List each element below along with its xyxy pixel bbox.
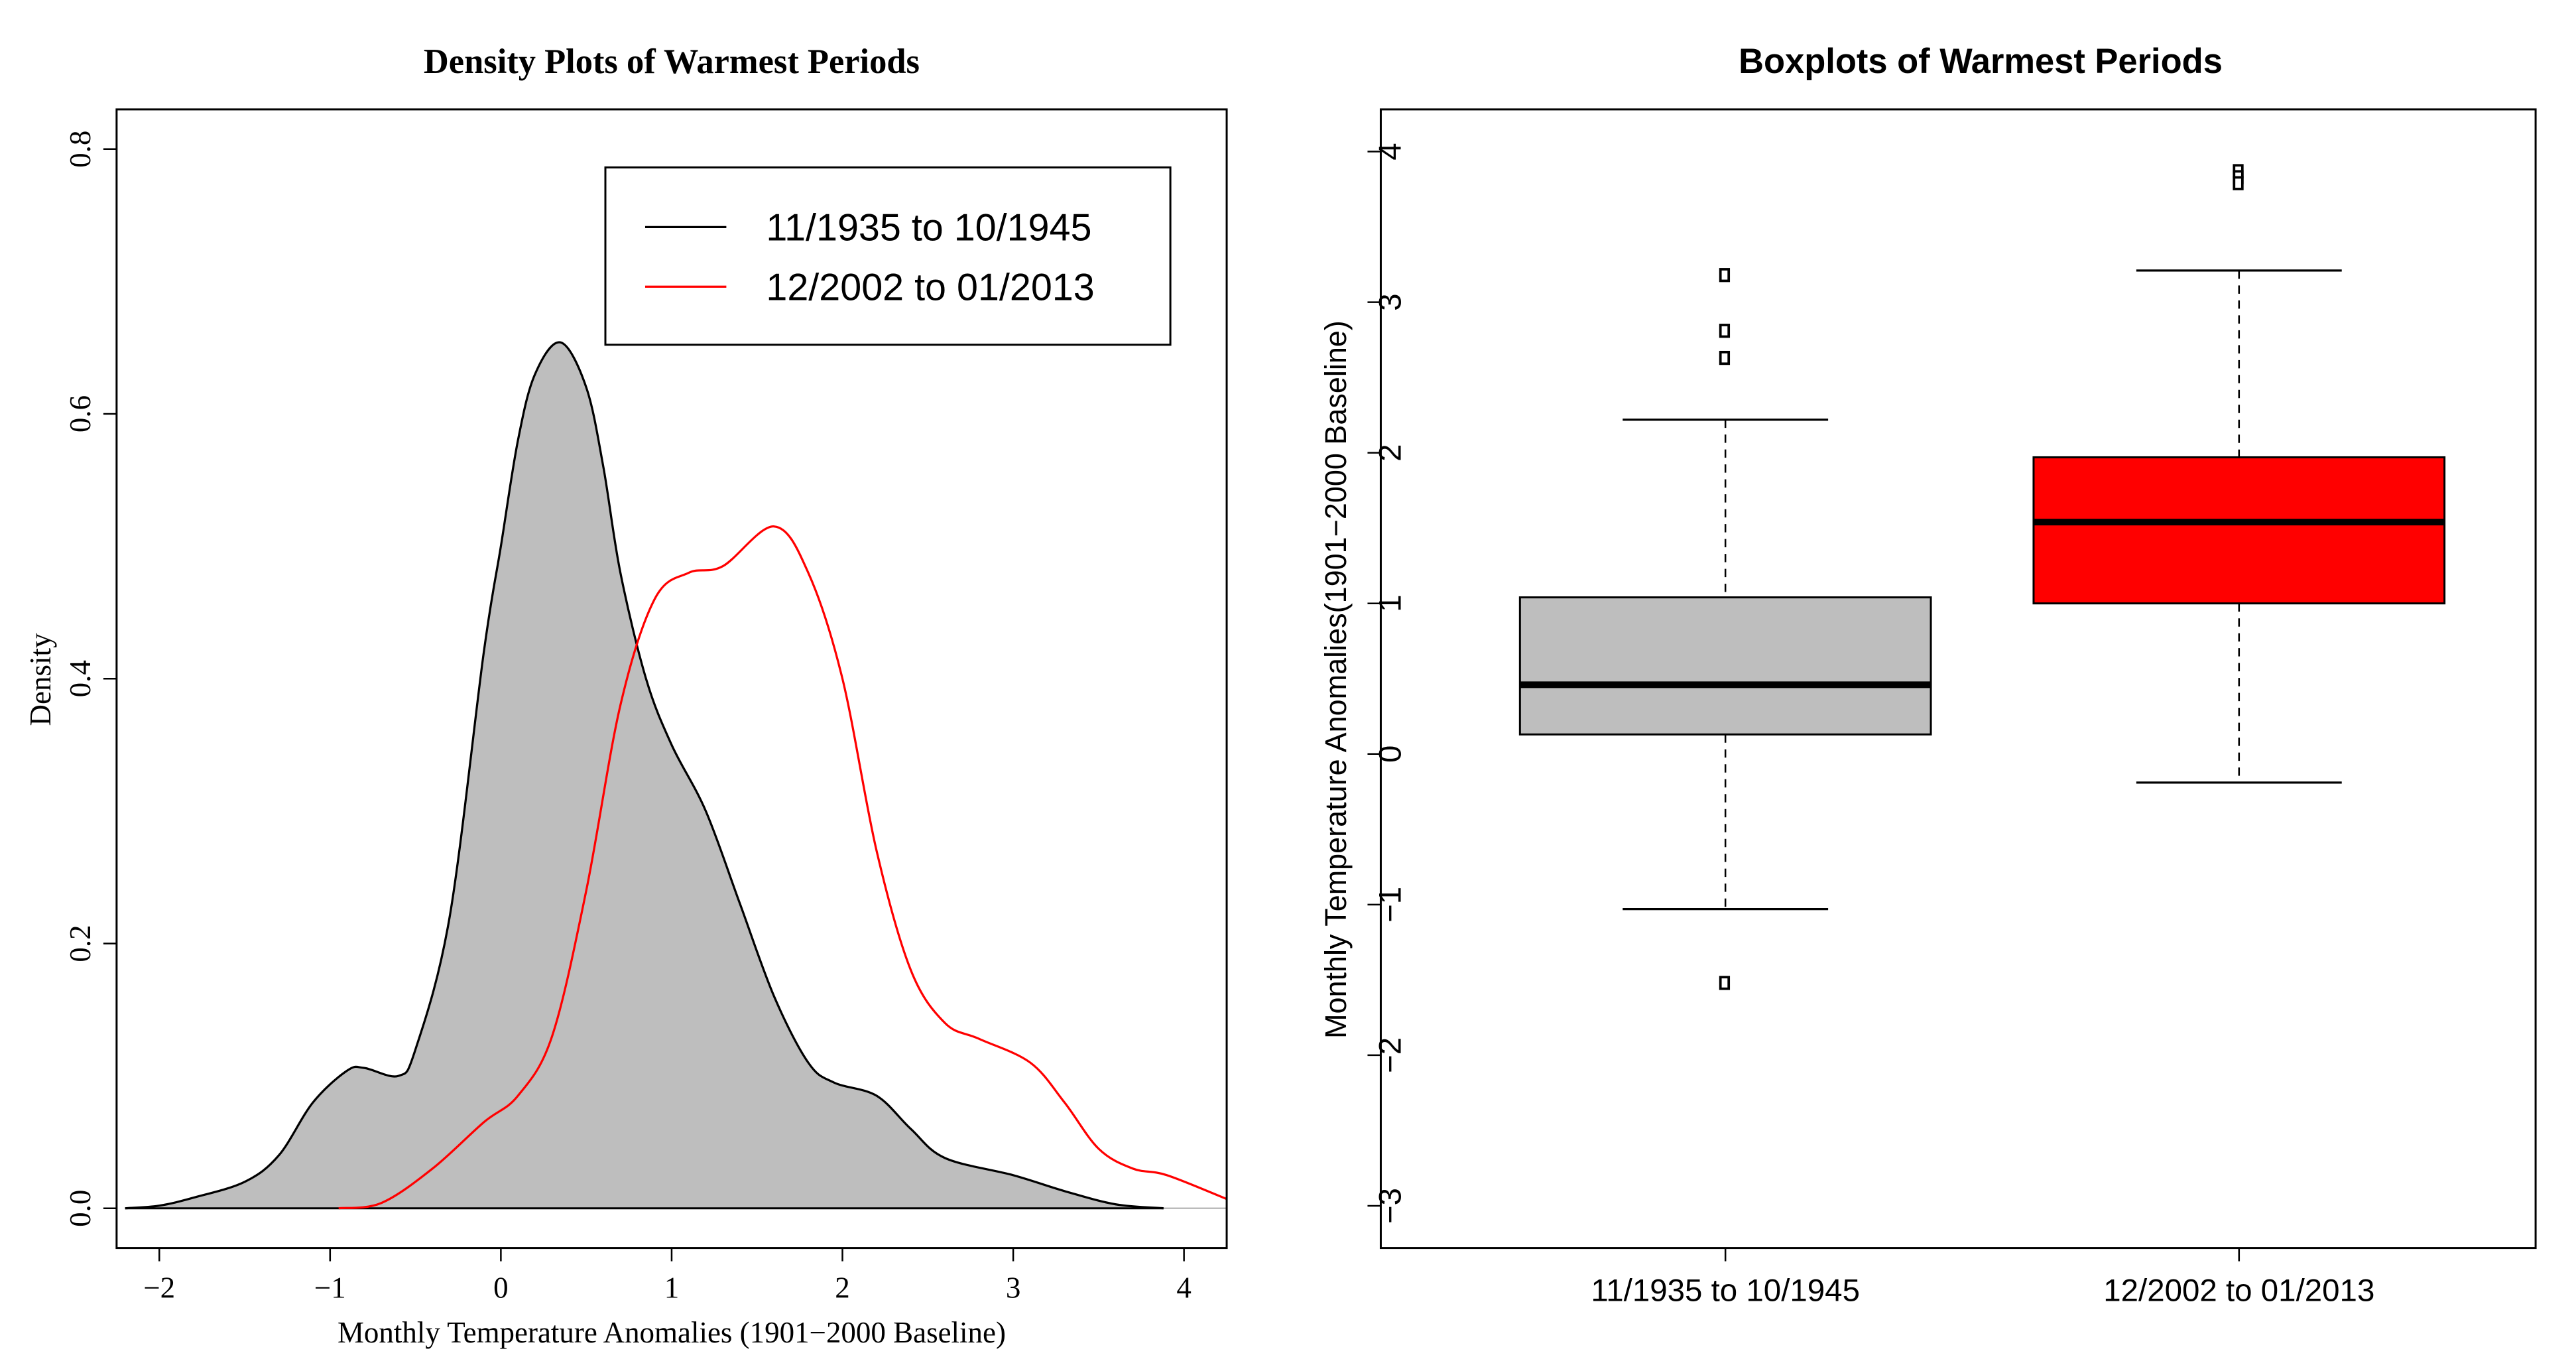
boxplot-panel: Boxplots of Warmest Periods Monthly Temp… [1319,42,2537,1309]
y-tick-label: 0.0 [64,1190,97,1227]
y-tick-label: 0 [1373,746,1408,763]
x-tick-label: −2 [143,1271,175,1305]
legend-label: 12/2002 to 01/2013 [766,266,1094,308]
plot-frame [1379,108,2537,1250]
density-fill-series-1 [125,342,1164,1208]
legend-box [604,166,1172,346]
x-tick-label: 11/1935 to 10/1945 [1591,1273,1860,1309]
x-tick-label: 1 [664,1271,679,1305]
y-tick-label: 0.6 [64,395,97,432]
density-line-series-1 [125,341,1164,1210]
density-xlabel: Monthly Temperature Anomalies (1901−2000… [337,1316,1006,1349]
y-tick-label: 0.4 [64,660,97,697]
density-line-series-2 [338,525,1227,1210]
outlier-point [2233,176,2244,190]
y-tick-label: 1 [1373,595,1408,612]
box [1518,596,1932,736]
boxplot-title: Boxplots of Warmest Periods [1739,42,2223,81]
x-tick-label: 2 [835,1271,849,1305]
x-tick-label: 3 [1006,1271,1020,1305]
box [2032,456,2446,605]
y-tick-label: −2 [1373,1037,1408,1073]
y-tick-label: −3 [1373,1188,1408,1224]
x-tick-label: 4 [1176,1271,1191,1305]
legend-label: 11/1935 to 10/1945 [766,206,1091,249]
density-panel: Density Plots of Warmest Periods Monthly… [24,42,1228,1349]
y-tick-label: 3 [1373,293,1408,310]
x-tick-label: −1 [314,1271,346,1305]
outlier-point [1719,268,1731,283]
y-tick-label: 0.2 [64,925,97,962]
y-tick-label: −1 [1373,887,1408,923]
y-tick-label: 2 [1373,444,1408,461]
y-tick-label: 4 [1373,143,1408,160]
y-tick-label: 0.8 [64,131,97,168]
x-tick-label: 12/2002 to 01/2013 [2103,1273,2374,1309]
outlier-point [1719,324,1731,338]
outlier-point [1719,350,1731,365]
boxplot-ylabel: Monthly Temperature Anomalies(1901−2000 … [1319,320,1353,1039]
outlier-point [1719,976,1731,990]
x-tick-label: 0 [493,1271,508,1305]
density-ylabel: Density [24,633,57,726]
density-title: Density Plots of Warmest Periods [424,42,920,81]
